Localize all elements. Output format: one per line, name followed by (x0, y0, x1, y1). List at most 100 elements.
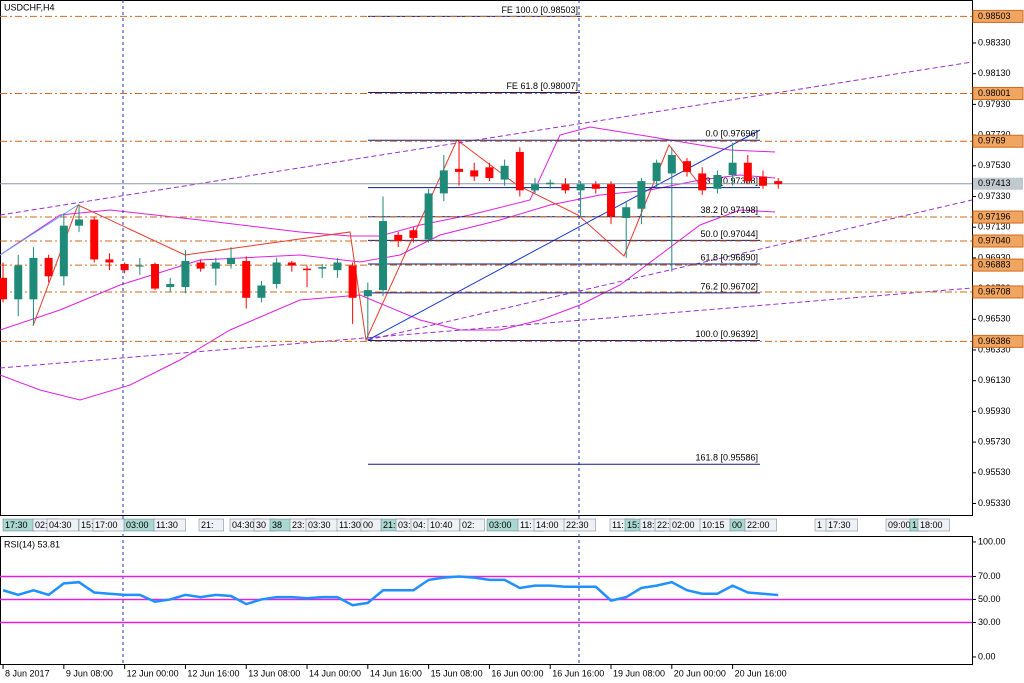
session-tag: 17:00 (95, 520, 118, 530)
y-tick-label: 30.00 (978, 617, 1001, 627)
candle-body (774, 181, 783, 185)
candle-body (591, 184, 600, 189)
fibo-label: 23.6 [0.97388] (700, 176, 758, 186)
x-tick-label: 14 Jun 00:00 (309, 668, 361, 678)
x-tick-label: 20 Jun 16:00 (735, 668, 787, 678)
candle-body (683, 161, 692, 172)
session-tag: 03:00 (489, 520, 512, 530)
session-tag: 11: (520, 520, 532, 530)
tag-box (825, 518, 858, 532)
channel-lower (0, 287, 973, 369)
fibo-label: FE 100.0 [0.98503] (501, 5, 578, 15)
candle-body (363, 290, 372, 297)
indicators (0, 0, 973, 665)
session-tag: 18: (642, 520, 655, 530)
candle-body (546, 182, 555, 185)
candle-body (0, 277, 8, 300)
level-box (972, 134, 1024, 148)
y-tick-label: 0.95530 (978, 467, 1011, 477)
tag-box (46, 518, 79, 532)
candle-body (728, 162, 737, 175)
y-tick-label: 0.00 (978, 651, 996, 661)
candle-body (470, 170, 479, 177)
session-tag: 17:30 (5, 520, 28, 530)
y-tick-label: 0.95930 (978, 406, 1011, 416)
tag-box (459, 518, 485, 532)
session-tag: 15: (81, 520, 94, 530)
level-box (972, 258, 1024, 272)
level-label: 0.96883 (978, 259, 1011, 269)
level-box (972, 9, 1024, 23)
y-tick-label: 0.97130 (978, 222, 1011, 232)
session-tag: 22:30 (566, 520, 589, 530)
candle-body (455, 168, 464, 172)
candle-body (75, 219, 84, 226)
session-tag: 04:30 (232, 520, 255, 530)
tag-box (917, 518, 950, 532)
chart-title: USDCHF,H4 (4, 2, 55, 12)
candle-body (667, 155, 676, 174)
session-tag: 03:00 (126, 520, 149, 530)
fibo-label: 61.8 [0.96890] (700, 252, 758, 262)
y-tick-label: 0.97730 (978, 129, 1011, 139)
candle-body (105, 259, 114, 263)
rsi-panel (0, 536, 973, 665)
level-label: 0.96708 (978, 286, 1011, 296)
level-label: 0.97196 (978, 211, 1011, 221)
candle-body (622, 207, 631, 218)
candle-body (485, 167, 494, 179)
session-tag: 09:00 (888, 520, 911, 530)
candle-body (135, 265, 144, 267)
fibo-label: 100.0 [0.96392] (695, 329, 758, 339)
x-tick-label: 16 Jun 16:00 (552, 668, 604, 678)
fibo-label: 0.0 [0.97696] (705, 129, 758, 139)
session-tag: 21: (201, 520, 214, 530)
candle-body (743, 162, 752, 182)
candle-body (29, 257, 38, 300)
candle-body (196, 262, 205, 269)
bollinger-lower (0, 209, 776, 401)
fibo-label: 161.8 [0.95586] (695, 453, 758, 463)
level-label: 0.97040 (978, 235, 1011, 245)
y-tick-label: 0.98330 (978, 37, 1011, 47)
session-tag: 03: (398, 520, 411, 530)
candle-body (439, 170, 448, 194)
y-tick-label: 50.00 (978, 594, 1001, 604)
tag-box (153, 518, 186, 532)
level-label: 0.98001 (978, 88, 1011, 98)
y-tick-label: 0.98130 (978, 68, 1011, 78)
session-tag: 02:00 (672, 520, 695, 530)
candle-body (531, 184, 540, 191)
session-tag: 17:30 (828, 520, 851, 530)
candle-body (272, 262, 281, 284)
x-tick-label: 19 Jun 08:00 (613, 668, 665, 678)
session-tag: 18:00 (920, 520, 943, 530)
rsi-line (2, 575, 779, 607)
session-tag: 23: (292, 520, 305, 530)
session-tag: 30 (256, 520, 266, 530)
x-tick-label: 12 Jun 16:00 (187, 668, 239, 678)
tag-box (198, 518, 224, 532)
candle-body (90, 219, 99, 260)
fibo-label: 38.2 [0.97198] (700, 205, 758, 215)
y-tick-label: 100.00 (978, 536, 1006, 546)
candle-body (227, 257, 236, 265)
candle-body (379, 221, 388, 291)
x-tick-label: 8 Jun 2017 (5, 668, 50, 678)
session-tag: 11:30 (339, 520, 361, 530)
session-tag: 03:30 (308, 520, 331, 530)
y-tick-label: 0.96130 (978, 375, 1011, 385)
candle-body (424, 193, 433, 240)
y-tick-label: 0.97530 (978, 160, 1011, 170)
candle-body (515, 151, 524, 191)
y-tick-label: 0.95730 (978, 436, 1011, 446)
candle-body (394, 234, 403, 241)
level-label: 0.98503 (978, 11, 1011, 21)
level-box (972, 334, 1024, 348)
session-tag: 38 (272, 520, 282, 530)
fibo-label: 50.0 [0.97044] (700, 229, 758, 239)
x-tick-label: 9 Jun 08:00 (66, 668, 113, 678)
session-tag: 1 (912, 520, 917, 530)
candle-body (348, 265, 357, 298)
